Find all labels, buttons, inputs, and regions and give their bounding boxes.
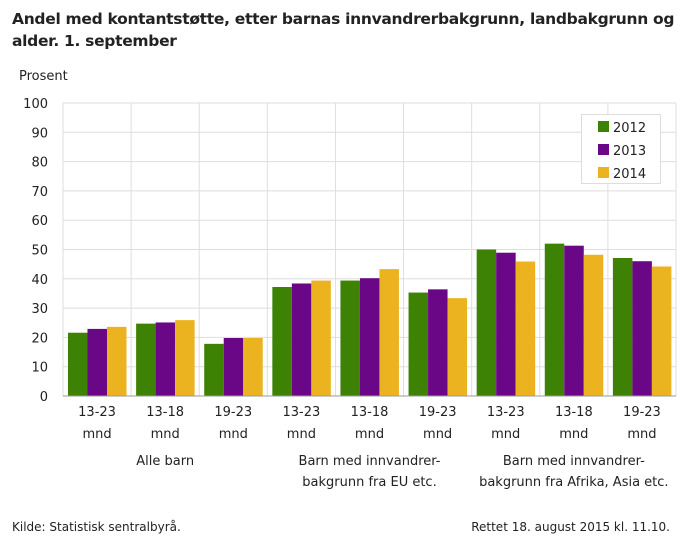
x-tick-label: 13-23 — [487, 405, 525, 420]
y-tick-label: 20 — [31, 331, 48, 346]
y-tick-label: 100 — [23, 97, 48, 112]
bar-2013 — [223, 337, 244, 396]
y-tick-label: 30 — [31, 302, 48, 317]
group-label: Barn med innvandrer- — [503, 454, 645, 469]
x-tick-label: mnd — [219, 427, 248, 442]
x-tick-label: mnd — [355, 427, 384, 442]
source-text: Kilde: Statistisk sentralbyrå. — [12, 520, 181, 534]
bar-2014 — [311, 280, 331, 396]
y-tick-label: 60 — [31, 214, 48, 229]
y-axis-label: Prosent — [19, 69, 68, 84]
legend-label-2014: 2014 — [613, 167, 646, 182]
x-tick-label: mnd — [82, 427, 111, 442]
bar-2013 — [291, 283, 312, 396]
bar-2012 — [476, 249, 497, 396]
legend-swatch-2012 — [598, 121, 609, 132]
bar-2013 — [496, 252, 516, 396]
group-label: Alle barn — [136, 454, 194, 469]
y-tick-label: 90 — [31, 126, 48, 141]
bar-2013 — [87, 328, 107, 396]
group-label: bakgrunn fra Afrika, Asia etc. — [479, 475, 668, 490]
bar-2014 — [583, 254, 604, 396]
updated-text: Rettet 18. august 2015 kl. 11.10. — [471, 520, 670, 534]
y-tick-label: 10 — [31, 361, 48, 376]
y-tick-label: 40 — [31, 273, 48, 288]
bar-2012 — [136, 323, 156, 396]
bar-2012 — [204, 343, 224, 396]
legend-label-2012: 2012 — [613, 121, 646, 136]
bar-2014 — [447, 298, 468, 396]
bar-2013 — [632, 261, 652, 396]
legend-swatch-2014 — [598, 167, 609, 178]
x-tick-label: 19-23 — [214, 405, 252, 420]
x-tick-label: 13-18 — [351, 405, 389, 420]
bar-2014 — [243, 337, 263, 396]
bar-2012 — [68, 332, 88, 396]
x-tick-label: mnd — [423, 427, 452, 442]
x-tick-label: mnd — [627, 427, 656, 442]
y-tick-label: 0 — [40, 390, 48, 405]
bar-2013 — [359, 278, 380, 396]
group-label: bakgrunn fra EU etc. — [302, 475, 436, 490]
x-tick-label: 19-23 — [419, 405, 457, 420]
bar-2012 — [272, 287, 292, 396]
chart-title: Andel med kontantstøtte, etter barnas in… — [12, 10, 675, 50]
group-label: Barn med innvandrer- — [299, 454, 441, 469]
x-tick-label: mnd — [559, 427, 588, 442]
x-tick-label: mnd — [287, 427, 316, 442]
bar-2014 — [379, 269, 399, 396]
bar-2012 — [408, 292, 429, 396]
legend-box — [581, 114, 661, 184]
bar-2013 — [428, 289, 448, 396]
y-tick-label: 50 — [31, 244, 48, 259]
legend-label-2013: 2013 — [613, 144, 646, 159]
bar-2014 — [651, 266, 672, 396]
bar-2013 — [564, 245, 584, 396]
bar-2014 — [107, 326, 127, 396]
bar-2014 — [515, 261, 536, 396]
x-tick-label: 19-23 — [623, 405, 661, 420]
bar-2012 — [612, 257, 633, 396]
bar-2014 — [175, 320, 195, 396]
legend-swatch-2013 — [598, 144, 609, 155]
x-tick-label: 13-23 — [282, 405, 320, 420]
y-tick-label: 80 — [31, 156, 48, 171]
x-tick-label: mnd — [151, 427, 180, 442]
x-tick-label: mnd — [491, 427, 520, 442]
bar-2012 — [544, 243, 565, 396]
bar-2013 — [155, 322, 176, 396]
x-tick-label: 13-18 — [146, 405, 184, 420]
x-tick-label: 13-18 — [555, 405, 593, 420]
x-tick-label: 13-23 — [78, 405, 116, 420]
bar-2012 — [340, 280, 360, 396]
y-tick-label: 70 — [31, 185, 48, 200]
